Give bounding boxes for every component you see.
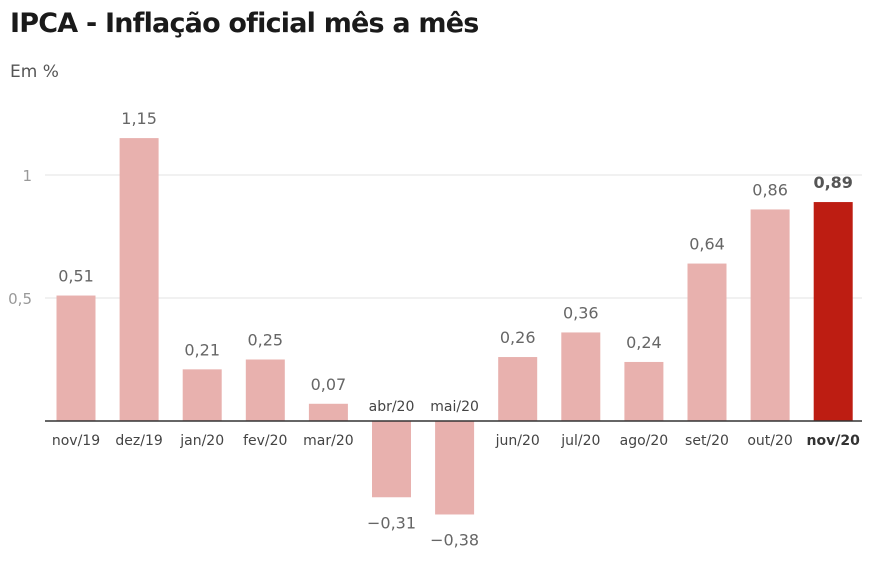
value-label: 0,25 [247, 331, 283, 350]
bar [750, 209, 790, 421]
bar [498, 357, 538, 421]
value-label: −0,31 [367, 513, 416, 532]
value-label: −0,38 [430, 530, 479, 549]
category-label: nov/20 [807, 433, 861, 449]
bar [308, 403, 348, 421]
category-label: mai/20 [430, 399, 479, 415]
value-label: 0,86 [752, 180, 788, 199]
value-label: 0,36 [563, 303, 599, 322]
bar [182, 369, 222, 421]
category-label: out/20 [747, 433, 792, 449]
bar [435, 421, 475, 515]
chart-title: IPCA - Inflação oficial mês a mês [10, 8, 479, 39]
bar [561, 332, 601, 421]
value-label: 0,21 [184, 340, 220, 359]
value-label: 0,51 [58, 267, 94, 286]
value-label: 0,64 [689, 235, 725, 254]
value-label: 0,89 [813, 173, 852, 192]
value-label: 0,26 [500, 328, 536, 347]
category-label: nov/19 [52, 433, 100, 449]
value-label: 0,07 [311, 375, 347, 394]
value-label: 0,24 [626, 333, 662, 352]
chart-subtitle: Em % [10, 62, 59, 82]
y-tick-label: 1 [22, 167, 32, 185]
category-label: jul/20 [560, 433, 600, 449]
bar [119, 138, 159, 421]
category-label: mar/20 [303, 433, 354, 449]
bar [813, 202, 853, 421]
category-label: abr/20 [369, 399, 415, 415]
category-label: jun/20 [495, 433, 540, 449]
bar [624, 361, 664, 421]
bar [687, 263, 727, 421]
category-label: fev/20 [243, 433, 287, 449]
bar [56, 295, 96, 421]
y-tick-label: 0,5 [8, 290, 32, 308]
bar [372, 421, 411, 498]
category-label: dez/19 [115, 433, 162, 449]
value-label: 1,15 [121, 109, 157, 128]
category-label: jan/20 [179, 433, 224, 449]
bar [245, 359, 285, 421]
category-label: set/20 [685, 433, 729, 449]
category-label: ago/20 [620, 433, 669, 449]
